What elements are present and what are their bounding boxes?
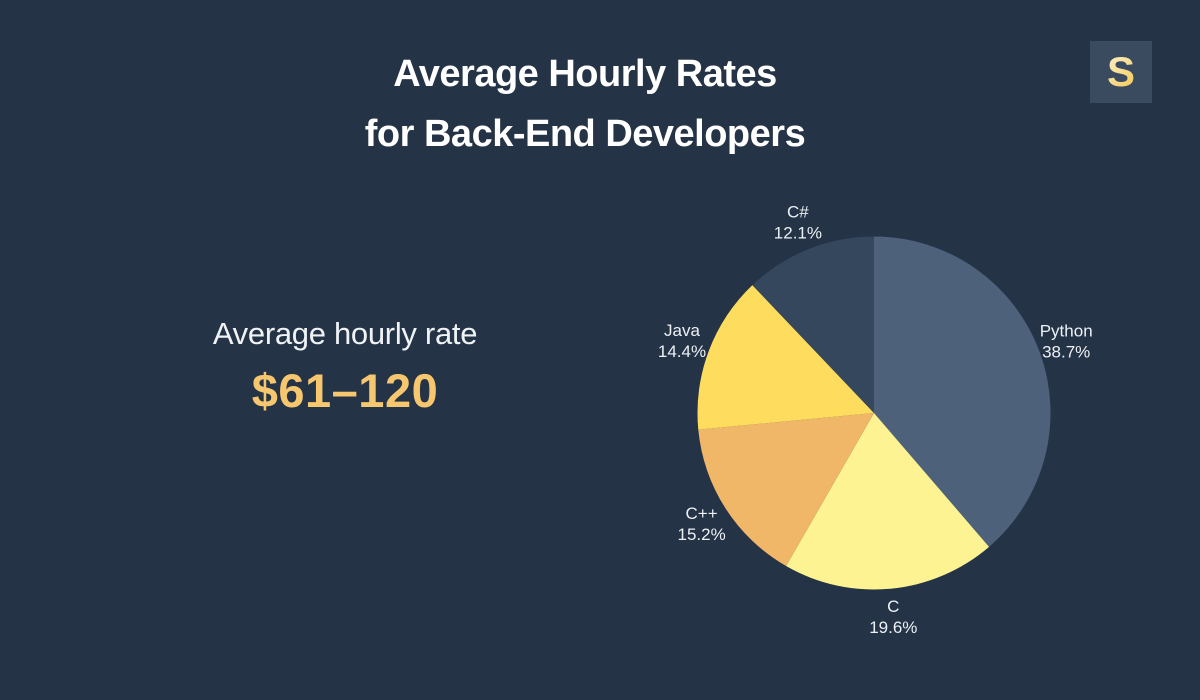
title-line-1: Average Hourly Rates (393, 53, 777, 95)
pie-slice-java (697, 285, 874, 430)
pie-slice-c (786, 413, 990, 590)
pie-value-csharp: 12.1% (774, 224, 822, 243)
pie-value-cplusplus: 15.2% (677, 525, 725, 544)
logo-badge: S (1090, 41, 1152, 103)
stat-value: $61–120 (251, 364, 439, 417)
pie-slice-cplusplus (698, 413, 874, 567)
stat-block: Average hourly rate $61–120 (95, 316, 595, 418)
title-line-2: for Back-End Developers (364, 113, 806, 155)
pie-slice-python (874, 236, 1051, 547)
pie-value-python: 38.7% (1042, 343, 1090, 362)
pie-label-csharp: C# (787, 203, 809, 222)
pie-slice-csharp (752, 236, 874, 413)
stat-label: Average hourly rate (212, 316, 478, 351)
pie-label-java: Java (664, 321, 700, 340)
pie-label-cplusplus: C++ (686, 504, 718, 523)
logo-letter: S (1106, 48, 1135, 95)
pie-value-c: 19.6% (869, 618, 917, 637)
pie-label-c: C (887, 597, 899, 616)
pie-label-python: Python (1040, 322, 1093, 341)
pie-value-java: 14.4% (658, 342, 706, 361)
page-title: Average Hourly Rates for Back-End Develo… (0, 44, 1170, 164)
